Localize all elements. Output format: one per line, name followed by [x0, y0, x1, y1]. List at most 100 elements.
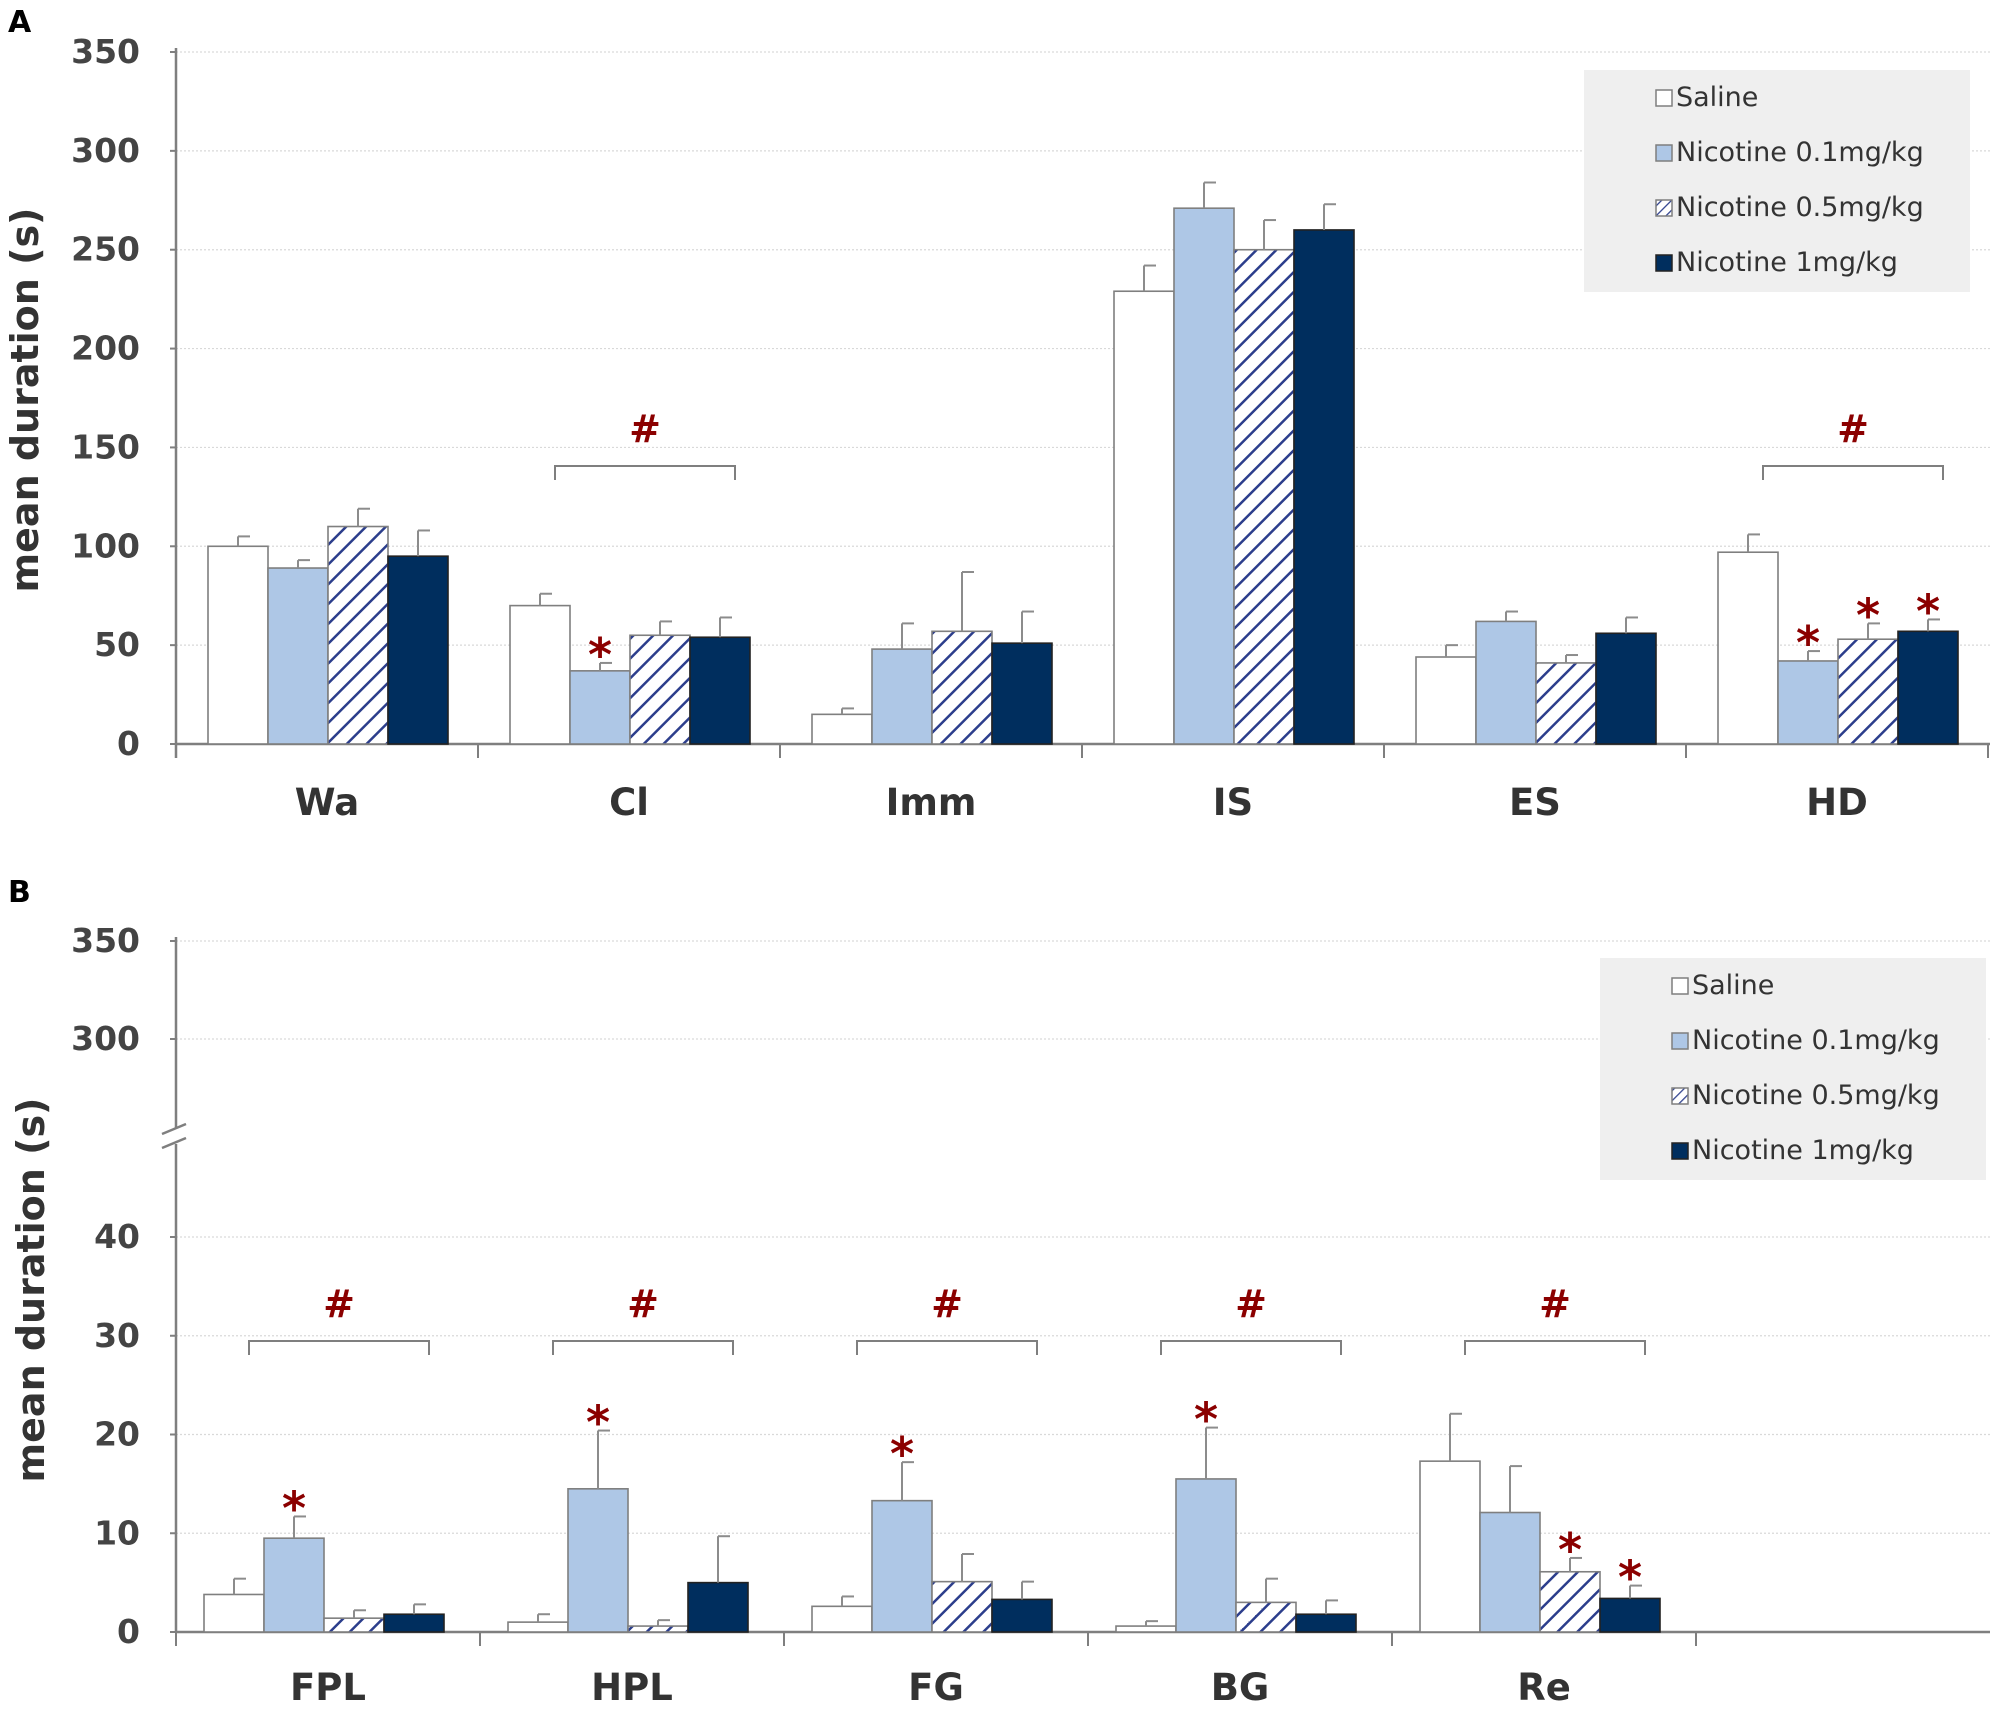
category-label-hd: HD: [1806, 781, 1868, 824]
significance-star: *: [1618, 1551, 1642, 1605]
legend-swatch-nicotine-1mg-kg: [1671, 1142, 1689, 1160]
bar-cl-saline: [509, 604, 571, 745]
bar-is-nicotine-0-1mg-kg: [1173, 207, 1235, 745]
significance-hash: #: [627, 1282, 659, 1326]
bar-fg-saline: [811, 1605, 873, 1633]
significance-hash: #: [931, 1282, 963, 1326]
bar-es-nicotine-0-5mg-kg: [1535, 662, 1597, 745]
bar-hd-nicotine-1mg-kg: [1897, 630, 1959, 745]
bar-hpl-saline: [507, 1621, 569, 1633]
y-tick-label: 0: [117, 1612, 140, 1651]
legend-label-nicotine-0-1mg-kg: Nicotine 0.1mg/kg: [1692, 1025, 1940, 1056]
significance-bracket: [248, 1340, 430, 1355]
bar-hpl-nicotine-1mg-kg: [687, 1581, 749, 1633]
axis-break-mark: [161, 1122, 187, 1136]
significance-star: *: [588, 628, 612, 682]
category-label-bg: BG: [1211, 1666, 1270, 1704]
panel-letter: A: [8, 5, 32, 40]
bar-imm-nicotine-0-1mg-kg: [871, 648, 933, 745]
legend-label-nicotine-1mg-kg: Nicotine 1mg/kg: [1676, 247, 1898, 278]
significance-star: *: [1856, 588, 1880, 642]
bar-is-nicotine-1mg-kg: [1293, 229, 1355, 745]
y-tick-label: 200: [71, 329, 140, 368]
significance-star: *: [282, 1481, 306, 1535]
significance-bracket: [1160, 1340, 1342, 1355]
legend-swatch-saline: [1655, 89, 1673, 107]
bar-is-nicotine-0-5mg-kg: [1233, 248, 1295, 745]
legend-swatch-nicotine-0-5mg-kg: [1671, 1087, 1689, 1105]
significance-star: *: [586, 1396, 610, 1450]
bar-hd-saline: [1717, 551, 1779, 745]
y-tick-label: 0: [117, 724, 140, 763]
bar-bg-nicotine-1mg-kg: [1295, 1613, 1357, 1633]
bar-wa-saline: [207, 545, 269, 745]
legend-swatch-nicotine-0-5mg-kg: [1655, 199, 1673, 217]
legend-swatch-nicotine-1mg-kg: [1655, 254, 1673, 272]
significance-bracket: [1762, 465, 1944, 480]
bar-fpl-saline: [203, 1593, 265, 1633]
category-label-fg: FG: [908, 1666, 964, 1704]
y-axis-title: mean duration (s): [3, 208, 47, 593]
legend-swatch-saline: [1671, 977, 1689, 995]
bar-fg-nicotine-1mg-kg: [991, 1598, 1053, 1633]
legend-background: [1584, 70, 1970, 292]
significance-hash: #: [1837, 407, 1869, 451]
y-tick-label: 20: [94, 1415, 140, 1454]
bar-imm-nicotine-1mg-kg: [991, 642, 1053, 745]
legend: Saline Nicotine 0.1mg/kg Nicotine 0.5mg/kg…: [1600, 958, 1986, 1180]
significance-star: *: [1916, 584, 1940, 638]
bar-imm-saline: [811, 713, 873, 745]
y-tick-label: 300: [71, 1019, 140, 1058]
y-tick-label: 350: [71, 921, 140, 960]
bar-re-nicotine-0-1mg-kg: [1479, 1511, 1541, 1633]
y-axis-title: mean duration (s): [9, 1098, 53, 1483]
bar-hd-nicotine-0-1mg-kg: [1777, 660, 1839, 745]
bar-cl-nicotine-0-5mg-kg: [629, 634, 691, 745]
significance-bracket: [552, 1340, 734, 1355]
significance-bracket: [856, 1340, 1038, 1355]
bar-es-nicotine-0-1mg-kg: [1475, 620, 1537, 745]
y-tick-label: 50: [94, 625, 140, 664]
bar-is-saline: [1113, 290, 1175, 745]
category-label-cl: Cl: [609, 781, 649, 824]
panel-a: A 0 50 100 150 200 250 300 350 mean duration (s) W…: [3, 5, 1990, 824]
bar-hd-nicotine-0-5mg-kg: [1837, 638, 1899, 745]
category-label-hpl: HPL: [591, 1666, 673, 1704]
significance-star: *: [1558, 1523, 1582, 1577]
bar-hpl-nicotine-0-1mg-kg: [567, 1488, 629, 1633]
significance-hash: #: [629, 407, 661, 451]
axis-break-mark: [161, 1136, 187, 1150]
category-label-re: Re: [1517, 1666, 1571, 1704]
bar-imm-nicotine-0-5mg-kg: [931, 630, 993, 745]
category-label-imm: Imm: [886, 781, 977, 824]
y-tick-label: 100: [71, 526, 140, 565]
panel-b: B 0 10 20 30 40 300 350 mean duration (s) FPL HPL F…: [8, 875, 1990, 1709]
panel-letter: B: [8, 875, 31, 910]
bar-fpl-nicotine-0-1mg-kg: [263, 1537, 325, 1633]
bar-re-nicotine-0-5mg-kg: [1539, 1570, 1601, 1633]
legend-label-nicotine-0-1mg-kg: Nicotine 0.1mg/kg: [1676, 137, 1924, 168]
significance-bracket: [554, 465, 736, 480]
category-label-wa: Wa: [295, 781, 359, 824]
bar-re-saline: [1419, 1460, 1481, 1633]
bar-wa-nicotine-1mg-kg: [387, 555, 449, 745]
bar-bg-saline: [1115, 1625, 1177, 1633]
significance-star: *: [890, 1427, 914, 1481]
bar-hpl-nicotine-0-5mg-kg: [627, 1625, 689, 1633]
legend-label-saline: Saline: [1676, 82, 1758, 113]
y-tick-label: 10: [94, 1513, 140, 1552]
bar-fpl-nicotine-0-5mg-kg: [323, 1617, 385, 1633]
category-label-fpl: FPL: [290, 1666, 366, 1704]
bar-bg-nicotine-0-1mg-kg: [1175, 1478, 1237, 1633]
legend: Saline Nicotine 0.1mg/kg Nicotine 0.5mg/kg…: [1584, 70, 1970, 292]
bar-es-saline: [1415, 656, 1477, 745]
significance-hash: #: [1235, 1282, 1267, 1326]
bar-cl-nicotine-1mg-kg: [689, 636, 751, 745]
y-tick-label: 300: [71, 131, 140, 170]
bar-fg-nicotine-0-5mg-kg: [931, 1580, 993, 1633]
y-tick-label: 40: [94, 1217, 140, 1256]
legend-swatch-nicotine-0-1mg-kg: [1671, 1032, 1689, 1050]
legend-swatch-nicotine-0-1mg-kg: [1655, 144, 1673, 162]
